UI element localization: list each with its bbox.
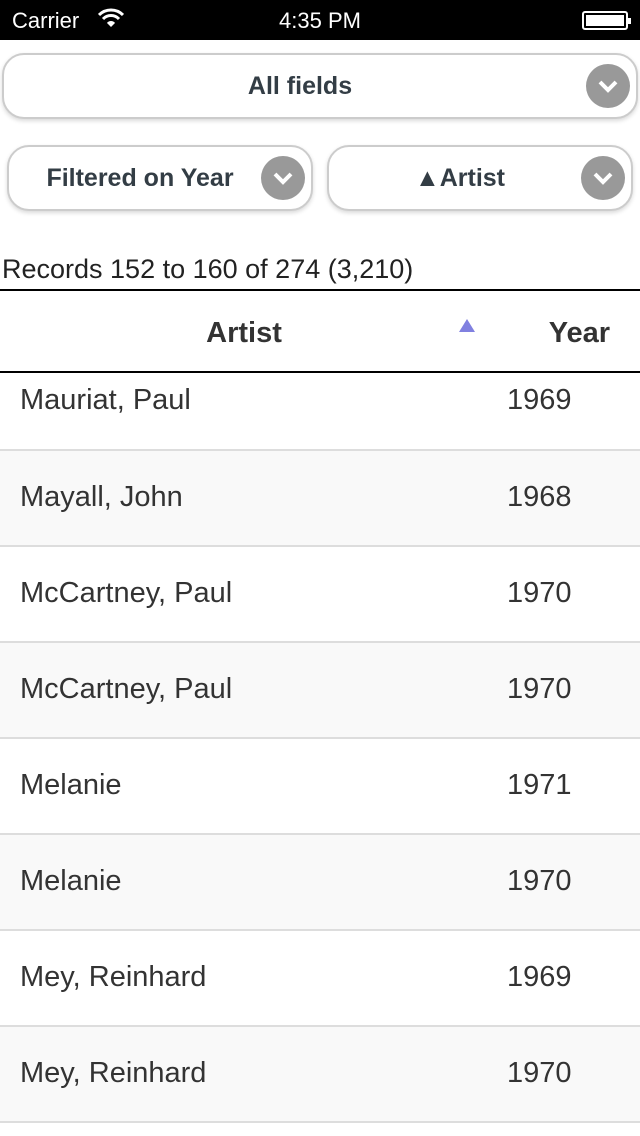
field-select[interactable]: All fields <box>2 53 638 119</box>
filter-select[interactable]: Filtered on Year <box>7 145 313 211</box>
table-body[interactable]: Mauriat, Paul 1969 Mayall, John 1968 McCartn… <box>0 373 640 1133</box>
year-cell: 1970 <box>507 673 572 705</box>
table-row[interactable]: McCartney, Paul 1970 <box>0 547 640 643</box>
battery-icon <box>582 11 631 30</box>
sort-select-label: ▲Artist <box>414 163 506 192</box>
artist-cell: McCartney, Paul <box>20 673 233 705</box>
carrier-label: Carrier <box>12 8 80 33</box>
sort-ascending-icon <box>459 319 475 332</box>
table-row[interactable]: Melanie 1971 <box>0 739 640 835</box>
artist-cell: Melanie <box>20 865 122 897</box>
table-row[interactable] <box>0 1123 640 1133</box>
wifi-icon <box>97 8 125 34</box>
column-header-artist[interactable]: Artist <box>206 317 282 349</box>
clock: 4:35 PM <box>279 8 361 33</box>
table-row[interactable]: Mey, Reinhard 1969 <box>0 931 640 1027</box>
artist-cell: Mey, Reinhard <box>20 961 207 993</box>
year-cell: 1971 <box>507 769 572 801</box>
field-select-label: All fields <box>247 71 353 100</box>
table-row[interactable]: Mauriat, Paul 1969 <box>0 373 640 451</box>
year-cell: 1970 <box>507 1057 572 1089</box>
artist-cell: McCartney, Paul <box>20 577 233 609</box>
status-bar: Carrier 4:35 PM <box>0 0 640 40</box>
year-cell: 1970 <box>507 865 572 897</box>
table-row[interactable]: Melanie 1970 <box>0 835 640 931</box>
table-row[interactable]: Mey, Reinhard 1970 <box>0 1027 640 1123</box>
filter-select-label: Filtered on Year <box>46 163 234 192</box>
chevron-down-icon <box>581 156 625 200</box>
year-cell: 1969 <box>507 384 572 416</box>
artist-cell: Mayall, John <box>20 481 183 513</box>
records-summary: Records 152 to 160 of 274 (3,210) <box>2 254 414 284</box>
chevron-down-icon <box>261 156 305 200</box>
column-header-year[interactable]: Year <box>548 317 610 349</box>
year-cell: 1970 <box>507 577 572 609</box>
artist-cell: Mey, Reinhard <box>20 1057 207 1089</box>
results-table: Artist Year Mauriat, Paul 1969 Mayall, Joh… <box>0 289 640 1133</box>
sort-select[interactable]: ▲Artist <box>327 145 633 211</box>
artist-cell: Mauriat, Paul <box>20 384 191 416</box>
artist-cell: Melanie <box>20 769 122 801</box>
chevron-down-icon <box>586 64 630 108</box>
table-row[interactable]: Mayall, John 1968 <box>0 451 640 547</box>
table-header: Artist Year <box>0 291 640 373</box>
table-row[interactable]: McCartney, Paul 1970 <box>0 643 640 739</box>
year-cell: 1969 <box>507 961 572 993</box>
year-cell: 1968 <box>507 481 572 513</box>
